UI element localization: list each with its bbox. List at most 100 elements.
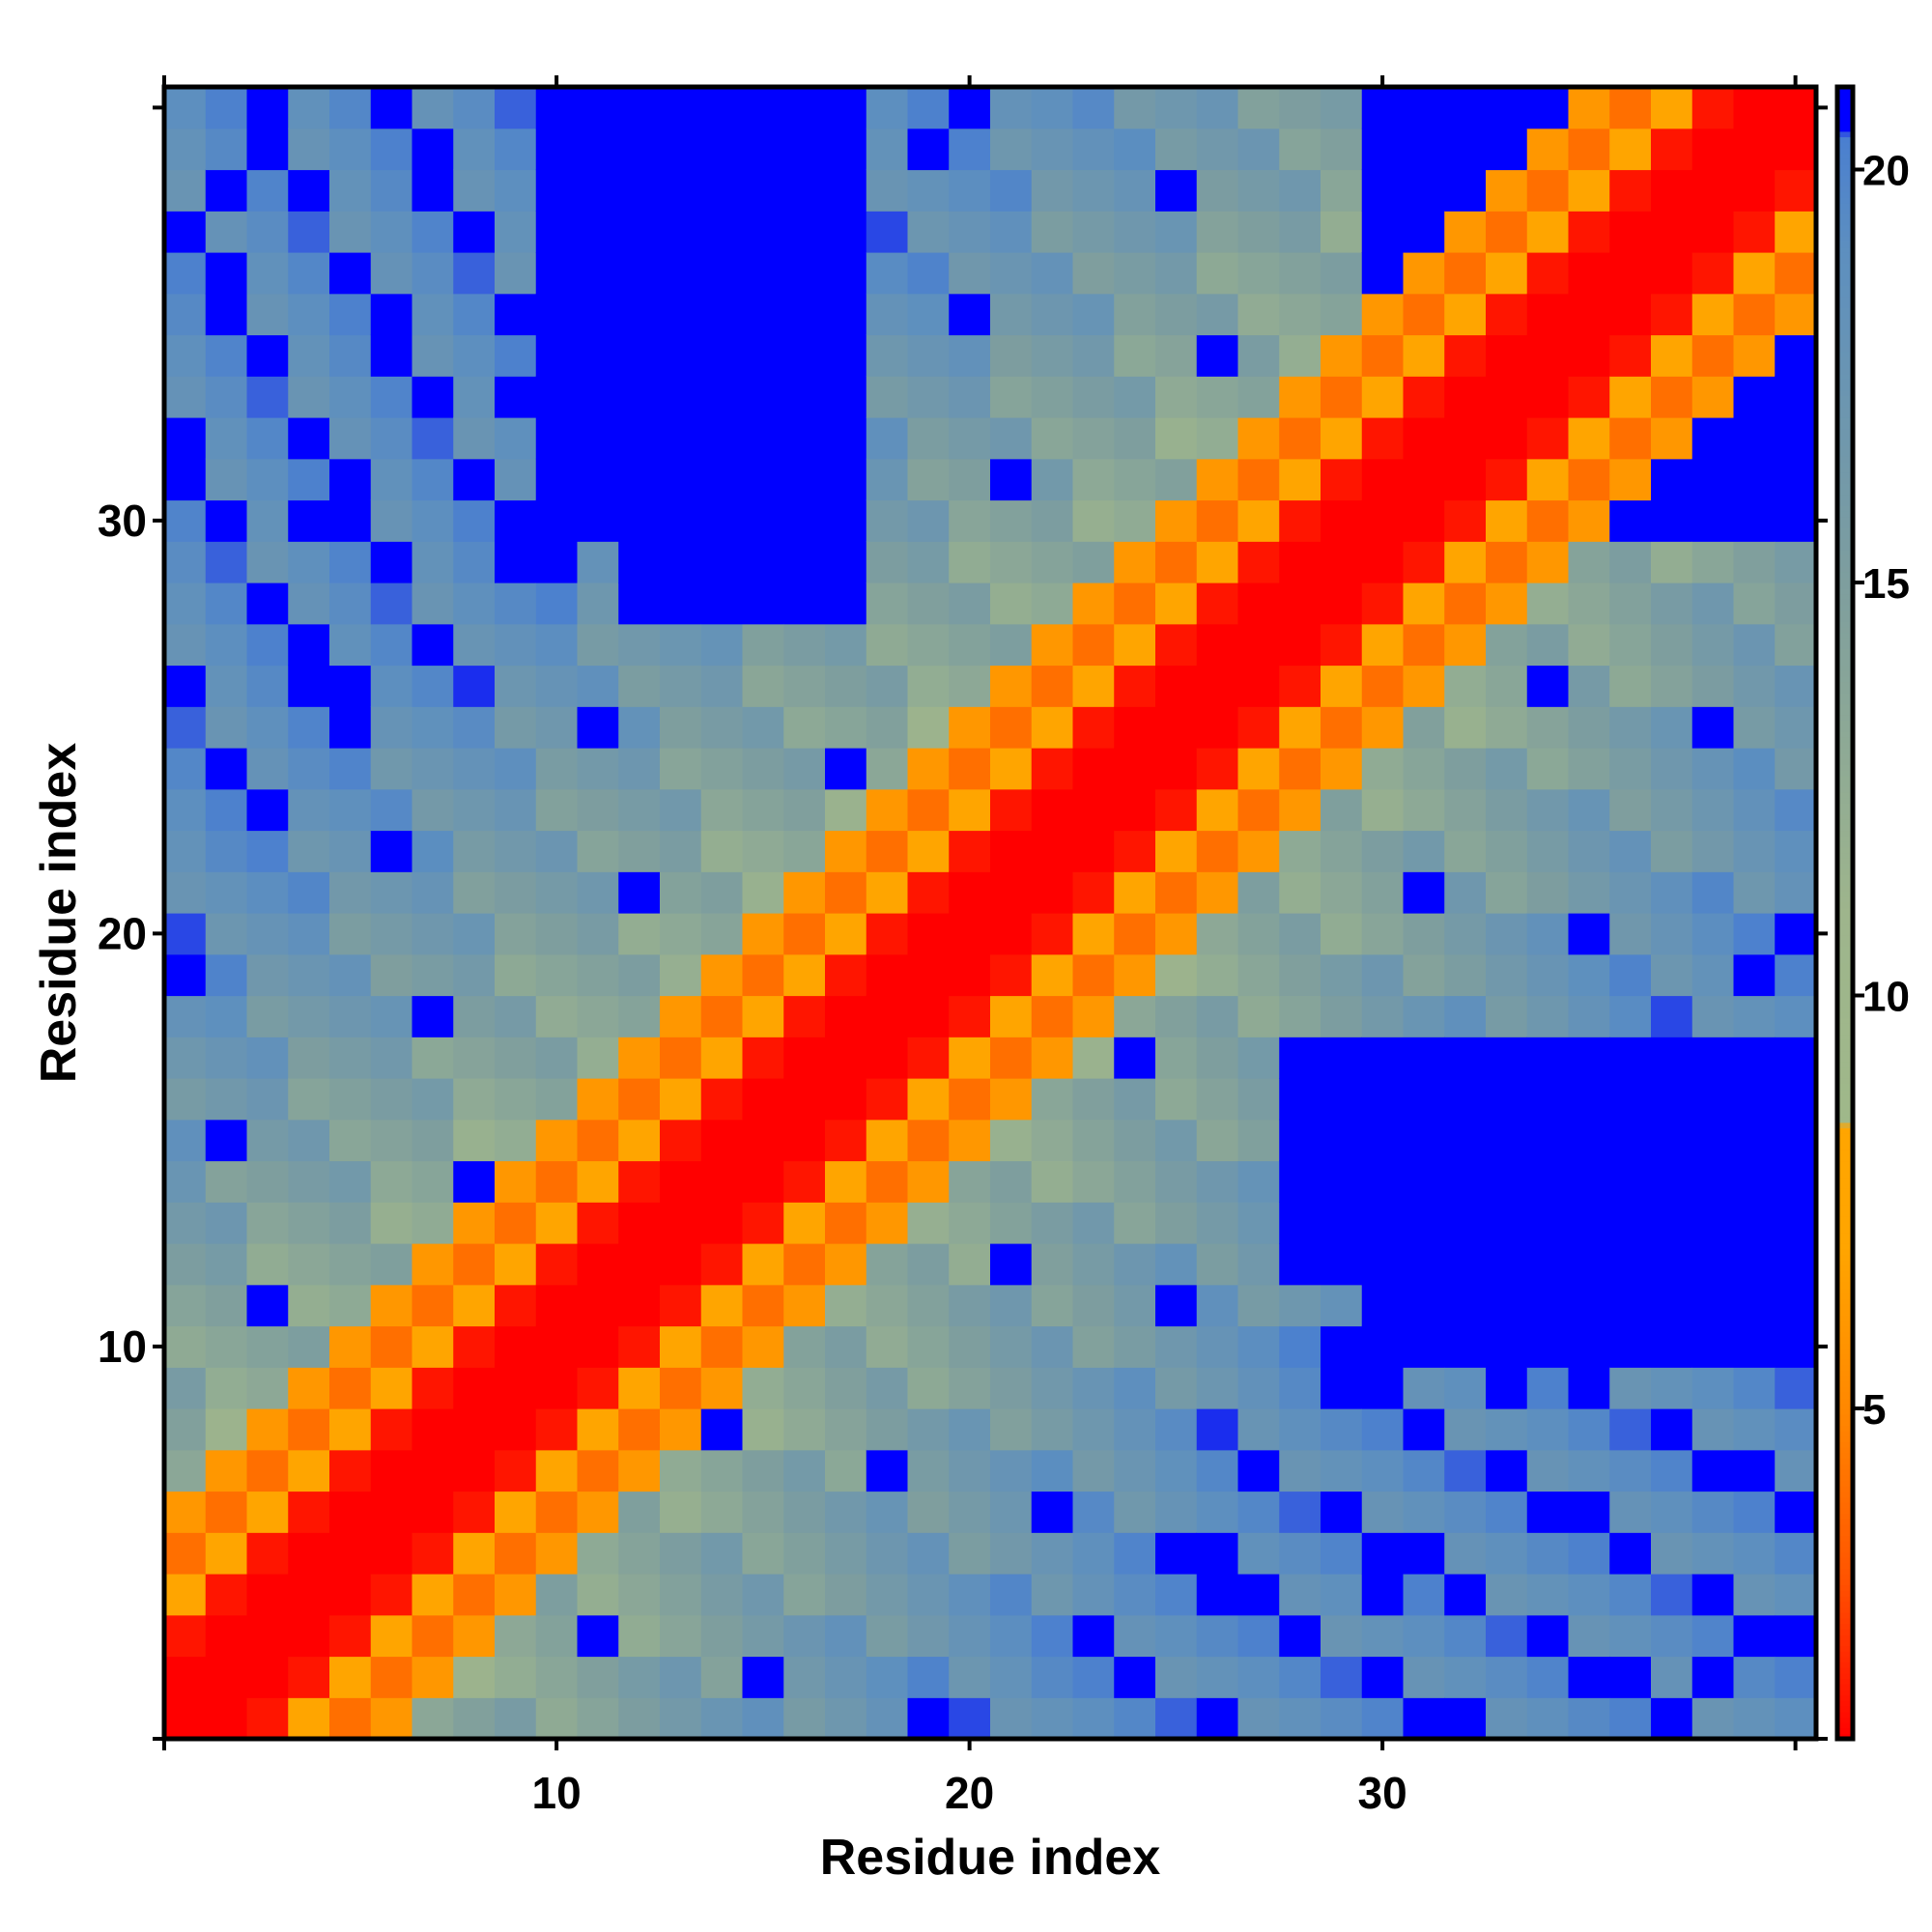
heatmap-cell	[288, 417, 330, 460]
heatmap-cell	[1403, 1614, 1445, 1658]
heatmap-cell	[1651, 1037, 1693, 1079]
heatmap-cell	[1361, 1284, 1405, 1327]
heatmap-cell	[1444, 1532, 1487, 1575]
heatmap-cell	[577, 871, 619, 914]
heatmap-cell	[742, 706, 784, 749]
heatmap-cell	[164, 748, 207, 790]
heatmap-cell	[577, 1284, 619, 1327]
heatmap-cell	[1568, 1574, 1610, 1616]
heatmap-cell	[907, 499, 950, 542]
colorbar-segment	[1837, 279, 1853, 286]
heatmap-cell	[1775, 582, 1817, 625]
heatmap-cell	[1733, 211, 1776, 253]
heatmap-cell	[495, 871, 537, 914]
heatmap-cell	[700, 665, 744, 707]
heatmap-cell	[866, 953, 909, 997]
heatmap-cell	[1733, 334, 1776, 377]
heatmap-cell	[1486, 376, 1528, 418]
heatmap-cell	[246, 623, 289, 667]
heatmap-cell	[1196, 1160, 1239, 1203]
heatmap-cell	[246, 252, 289, 295]
heatmap-cell	[1237, 748, 1280, 790]
heatmap-cell	[1403, 871, 1445, 914]
colorbar-segment	[1837, 742, 1853, 749]
heatmap-cell	[1072, 665, 1115, 707]
heatmap-cell	[1361, 1449, 1405, 1492]
heatmap-cell	[866, 1697, 909, 1740]
heatmap-cell	[990, 913, 1033, 955]
heatmap-cell	[783, 1656, 826, 1698]
heatmap-cell	[246, 995, 289, 1037]
heatmap-cell	[246, 1491, 289, 1533]
heatmap-cell	[453, 1656, 496, 1698]
heatmap-cell	[164, 1325, 207, 1368]
heatmap-cell	[1279, 211, 1321, 253]
heatmap-cell	[1321, 458, 1363, 501]
heatmap-cell	[660, 623, 702, 667]
colorbar-segment	[1837, 328, 1853, 336]
heatmap-cell	[660, 1284, 702, 1327]
heatmap-cell	[1321, 87, 1363, 129]
heatmap-cell	[288, 830, 330, 872]
colorbar-segment	[1837, 180, 1853, 187]
heatmap-cell	[700, 1119, 744, 1162]
heatmap-cell	[742, 1532, 784, 1575]
heatmap-cell	[1526, 1284, 1570, 1327]
heatmap-cell	[164, 665, 207, 707]
heatmap-cell	[453, 458, 496, 501]
heatmap-cell	[1114, 1243, 1156, 1286]
heatmap-cell	[1196, 665, 1239, 707]
colorbar-segment	[1837, 532, 1853, 540]
heatmap-cell	[1651, 706, 1693, 749]
colorbar-segment	[1837, 252, 1853, 259]
heatmap-cell	[783, 1491, 826, 1533]
heatmap-cell	[783, 623, 826, 667]
heatmap-cell	[742, 87, 784, 129]
colorbar-segment	[1837, 577, 1853, 583]
heatmap-cell	[1155, 623, 1198, 667]
colorbar-segment	[1837, 87, 1853, 94]
heatmap-cell	[1403, 499, 1445, 542]
colorbar-segment	[1837, 1370, 1853, 1377]
heatmap-cell	[1114, 128, 1156, 171]
heatmap-cell	[1072, 1325, 1115, 1368]
heatmap-cell	[1031, 1119, 1074, 1162]
colorbar-segment	[1837, 444, 1853, 451]
heatmap-cell	[288, 1408, 330, 1451]
heatmap-cell	[453, 169, 496, 212]
heatmap-cell	[700, 293, 744, 336]
heatmap-cell	[1279, 1614, 1321, 1658]
heatmap-cell	[1691, 169, 1735, 212]
heatmap-cell	[1775, 1532, 1817, 1575]
colorbar-segment	[1837, 730, 1853, 738]
heatmap-cell	[1321, 499, 1363, 542]
colorbar-segment	[1837, 307, 1853, 314]
heatmap-cell	[1321, 293, 1363, 336]
colorbar-segment	[1837, 263, 1853, 270]
colorbar-segment	[1837, 560, 1853, 567]
colorbar-segment	[1837, 1150, 1853, 1156]
heatmap-cell	[1733, 293, 1776, 336]
heatmap-cell	[825, 334, 867, 377]
heatmap-cell	[1361, 1325, 1405, 1368]
heatmap-cell	[1486, 1284, 1528, 1327]
heatmap-cell	[1444, 1284, 1487, 1327]
heatmap-cell	[370, 211, 413, 253]
colorbar-segment	[1837, 158, 1853, 165]
heatmap-cell	[783, 293, 826, 336]
colorbar-segment	[1837, 1127, 1853, 1134]
heatmap-cell	[660, 1656, 702, 1698]
heatmap-cell	[1361, 1614, 1405, 1658]
heatmap-cell	[1321, 334, 1363, 377]
heatmap-cell	[1691, 376, 1735, 418]
heatmap-cell	[742, 913, 784, 955]
colorbar-segment	[1837, 395, 1853, 402]
heatmap-cell	[1321, 788, 1363, 832]
heatmap-cell	[907, 169, 950, 212]
colorbar-segment	[1837, 1546, 1853, 1552]
heatmap-cell	[246, 1284, 289, 1327]
colorbar-segment	[1837, 1199, 1853, 1206]
heatmap-cell	[1196, 169, 1239, 212]
heatmap-cell	[453, 582, 496, 625]
heatmap-cell	[907, 1202, 950, 1244]
